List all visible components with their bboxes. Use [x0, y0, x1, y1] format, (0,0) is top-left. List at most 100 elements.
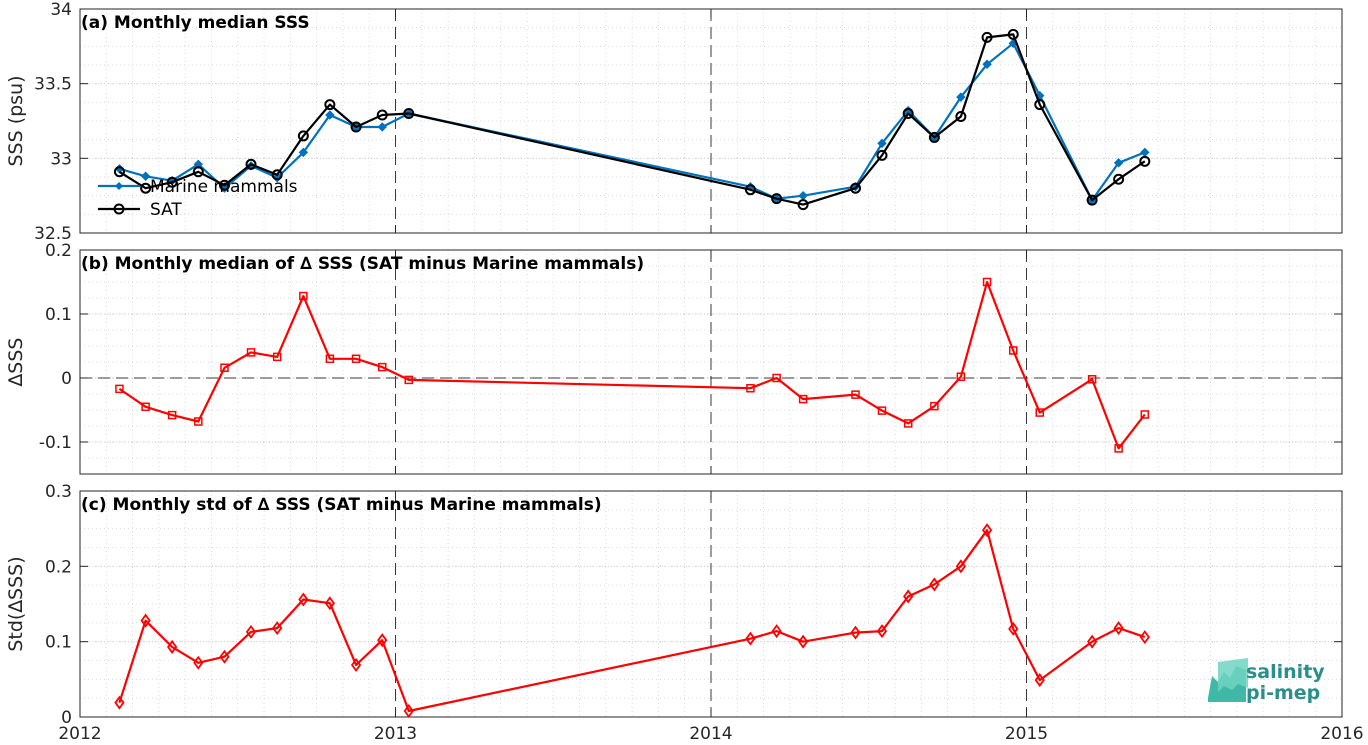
- x-tick-label: 2012: [58, 724, 101, 744]
- y-tick-label: 33: [50, 149, 72, 169]
- y-tick-label: 0: [61, 369, 72, 389]
- data-point: [956, 372, 966, 381]
- data-point: [167, 410, 177, 420]
- data-point: [1087, 375, 1097, 384]
- panels: 32.5 33 33.5 34 SSS (psu) (a) Monthly median …: [5, 0, 1364, 744]
- series-line: [118, 529, 1146, 713]
- data-point: [745, 631, 756, 646]
- data-point: [928, 131, 940, 143]
- data-point: [220, 363, 229, 373]
- data-point: [324, 99, 336, 111]
- logo-line1: salinity: [1246, 661, 1325, 683]
- legend: Marine mammals SAT: [98, 177, 298, 220]
- logo-wave-back-icon: [1218, 658, 1248, 692]
- data-point: [850, 625, 861, 640]
- data-point: [798, 634, 809, 649]
- data-point: [1086, 194, 1098, 206]
- panel-c: 0 0.1 0.2 0.3 2012 2013 2014 2015 2016 Std(∆SSS) (…: [5, 482, 1364, 744]
- y-tick-label: 33.5: [34, 75, 72, 95]
- data-point: [746, 383, 755, 393]
- data-point: [271, 169, 283, 181]
- y-tick-label: 0: [61, 708, 72, 728]
- data-point: [298, 147, 309, 158]
- y-tick-label: 0.2: [45, 557, 72, 577]
- x-tick-label: 2015: [1005, 724, 1048, 744]
- data-point: [166, 176, 178, 188]
- y-axis-label: ∆SSS: [5, 338, 27, 388]
- data-point: [1007, 28, 1019, 40]
- data-point: [797, 199, 809, 211]
- data-point: [376, 109, 388, 121]
- data-point: [1113, 621, 1124, 636]
- data-point: [929, 577, 940, 592]
- y-axis-label: SSS (psu): [5, 75, 27, 166]
- y-tick-label: 32.5: [34, 224, 72, 244]
- y-tick-label: 0.1: [45, 305, 72, 325]
- data-point: [1034, 99, 1046, 111]
- data-point: [798, 190, 808, 201]
- data-point: [981, 31, 993, 43]
- data-point: [245, 624, 257, 639]
- data-point: [771, 193, 783, 205]
- y-tick-label: 0.1: [45, 633, 72, 653]
- data-point: [1035, 408, 1045, 417]
- y-tick-label: 0.3: [45, 482, 72, 502]
- data-point: [377, 362, 387, 372]
- salinity-pi-mep-logo: salinity pi-mep: [1208, 658, 1325, 704]
- data-point: [981, 523, 993, 538]
- data-point: [115, 384, 124, 394]
- data-point: [1113, 173, 1125, 185]
- data-point: [1140, 147, 1150, 158]
- legend-marker: [113, 203, 125, 215]
- panel-a: 32.5 33 33.5 34 SSS (psu) (a) Monthly median …: [5, 0, 1343, 244]
- data-point: [1008, 346, 1018, 355]
- data-point: [272, 352, 282, 362]
- data-point: [218, 179, 230, 191]
- data-point: [325, 110, 335, 120]
- data-point: [219, 649, 230, 664]
- data-point: [876, 149, 888, 161]
- data-point: [113, 166, 125, 178]
- data-point: [1139, 630, 1150, 645]
- y-tick-label: -0.1: [39, 433, 72, 453]
- data-point: [272, 621, 283, 636]
- data-point: [1139, 155, 1151, 167]
- data-point: [325, 354, 335, 364]
- data-point: [877, 138, 887, 149]
- data-point: [194, 417, 203, 426]
- data-point: [877, 406, 887, 415]
- data-point: [350, 657, 362, 673]
- data-point: [299, 291, 308, 301]
- data-point: [377, 633, 388, 648]
- data-point: [324, 596, 335, 611]
- legend-entry: Marine mammals: [150, 177, 298, 197]
- data-point: [798, 394, 808, 404]
- x-tick-label: 2013: [374, 724, 417, 744]
- data-point: [141, 402, 150, 412]
- series-delta-0: [114, 523, 1150, 719]
- legend-marker: [115, 182, 123, 190]
- panel-title: (c) Monthly std of ∆ SSS (SAT minus Mari…: [81, 495, 602, 515]
- data-point: [403, 108, 415, 120]
- data-point: [192, 166, 204, 178]
- data-point: [1113, 158, 1124, 168]
- panel-title: (b) Monthly median of ∆ SSS (SAT minus M…: [81, 254, 644, 274]
- data-point: [1008, 621, 1019, 636]
- data-point: [903, 589, 914, 604]
- data-point: [772, 373, 781, 383]
- series-sat: [113, 28, 1151, 211]
- panel-b: -0.1 0 0.1 0.2 ∆SSS (b) Monthly median of ∆ S…: [5, 241, 1343, 475]
- data-point: [955, 111, 967, 123]
- data-point: [193, 159, 204, 170]
- series-delta-0: [115, 277, 1150, 453]
- data-point: [930, 401, 939, 411]
- data-point: [1087, 634, 1098, 649]
- data-point: [350, 121, 362, 133]
- data-point: [404, 375, 414, 385]
- data-point: [246, 348, 256, 357]
- series-line: [118, 280, 1146, 450]
- data-point: [902, 108, 914, 120]
- data-point: [903, 419, 913, 428]
- data-point: [377, 122, 387, 132]
